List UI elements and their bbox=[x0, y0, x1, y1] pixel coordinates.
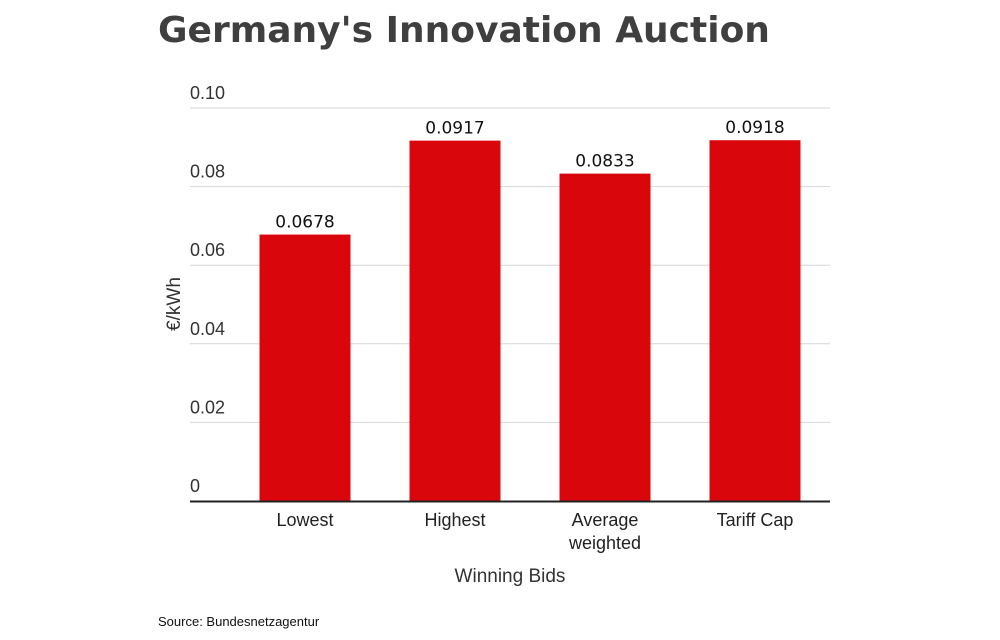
y-axis-label: €/kWh bbox=[164, 277, 185, 331]
x-tick-label: Tariff Cap bbox=[717, 510, 794, 530]
y-tick-label: 0.02 bbox=[190, 397, 225, 417]
bar bbox=[559, 173, 651, 502]
source-note: Source: Bundesnetzagentur bbox=[158, 614, 320, 629]
data-label: 0.0917 bbox=[425, 119, 484, 139]
data-label: 0.0833 bbox=[575, 152, 634, 172]
x-tick-label: Average bbox=[572, 510, 639, 530]
y-tick-label: 0.04 bbox=[190, 319, 225, 339]
y-tick-label: 0 bbox=[190, 476, 200, 496]
chart-title: Germany's Innovation Auction bbox=[158, 10, 770, 51]
x-tick-label: Lowest bbox=[276, 510, 333, 530]
bar bbox=[259, 234, 351, 501]
data-label: 0.0678 bbox=[275, 213, 334, 233]
data-label: 0.0918 bbox=[725, 118, 784, 138]
y-tick-label: 0.10 bbox=[190, 83, 225, 103]
x-tick-label: weighted bbox=[568, 533, 641, 553]
y-tick-label: 0.08 bbox=[190, 162, 225, 182]
bar bbox=[409, 140, 501, 501]
x-tick-label: Highest bbox=[424, 510, 485, 530]
x-axis-label: Winning Bids bbox=[455, 566, 566, 587]
y-tick-label: 0.06 bbox=[190, 240, 225, 260]
bar bbox=[709, 140, 801, 501]
